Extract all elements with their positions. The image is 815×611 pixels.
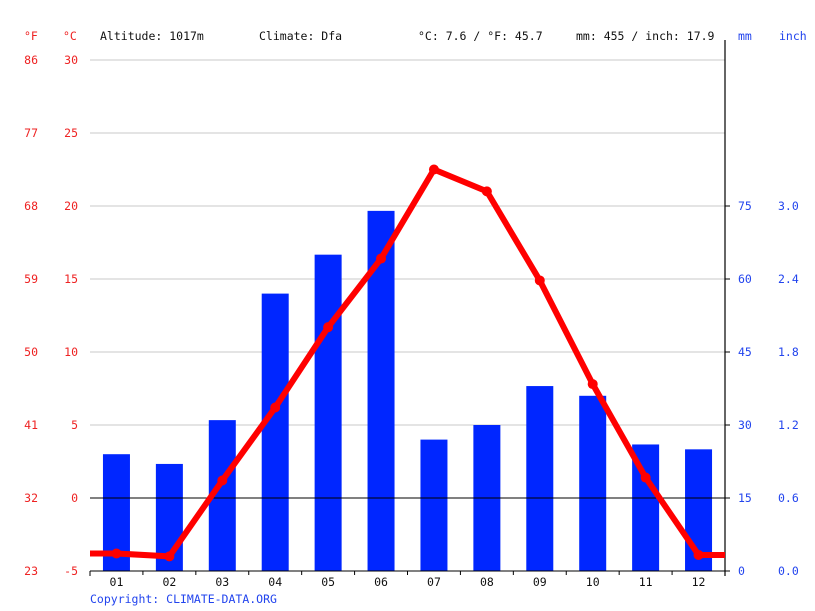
- inch-tick-label: 2.4: [778, 272, 799, 286]
- total-precipitation-label: mm: 455 / inch: 17.9: [576, 29, 715, 43]
- fahrenheit-tick-label: 23: [24, 564, 38, 578]
- celsius-tick-label: 10: [64, 345, 78, 359]
- precipitation-bar: [526, 386, 554, 571]
- inch-tick-label: 1.2: [778, 418, 799, 432]
- fahrenheit-unit-label: °F: [24, 29, 38, 43]
- mm-tick-label: 0: [738, 564, 745, 578]
- temperature-point: [693, 549, 704, 560]
- temperature-point: [640, 472, 651, 483]
- month-label: 05: [321, 575, 336, 589]
- month-label: 04: [268, 575, 283, 589]
- inch-unit-label: inch: [779, 29, 807, 43]
- month-label: 08: [479, 575, 494, 589]
- precipitation-bar: [261, 293, 289, 571]
- celsius-tick-label: 20: [64, 199, 78, 213]
- temperature-point: [111, 548, 122, 559]
- month-label: 12: [691, 575, 706, 589]
- celsius-unit-label: °C: [63, 29, 77, 43]
- celsius-tick-label: 30: [64, 53, 78, 67]
- month-label: 11: [638, 575, 653, 589]
- mm-tick-label: 15: [738, 491, 752, 505]
- copyright-link[interactable]: Copyright: CLIMATE-DATA.ORG: [90, 592, 277, 606]
- month-label: 01: [109, 575, 124, 589]
- mm-unit-label: mm: [738, 29, 752, 43]
- fahrenheit-tick-label: 50: [24, 345, 38, 359]
- temperature-point: [323, 322, 334, 333]
- month-label: 09: [532, 575, 547, 589]
- altitude-label: Altitude: 1017m: [100, 29, 204, 43]
- temperature-point: [270, 402, 281, 413]
- fahrenheit-tick-label: 41: [24, 418, 38, 432]
- average-temperature-label: °C: 7.6 / °F: 45.7: [418, 29, 543, 43]
- month-label: 07: [427, 575, 441, 589]
- month-label: 02: [162, 575, 177, 589]
- month-label: 03: [215, 575, 230, 589]
- temperature-point: [164, 551, 175, 562]
- celsius-tick-label: 15: [64, 272, 78, 286]
- fahrenheit-tick-label: 86: [24, 53, 38, 67]
- celsius-tick-label: 25: [64, 126, 78, 140]
- fahrenheit-tick-label: 77: [24, 126, 38, 140]
- temperature-line: [90, 166, 725, 560]
- precipitation-bar: [420, 439, 448, 571]
- celsius-tick-label: 0: [71, 491, 78, 505]
- mm-tick-label: 75: [738, 199, 752, 213]
- celsius-tick-label: -5: [64, 564, 78, 578]
- fahrenheit-tick-label: 59: [24, 272, 38, 286]
- temperature-point: [481, 186, 492, 197]
- precipitation-bar: [314, 254, 342, 571]
- temperature-point: [217, 475, 228, 486]
- climate-label: Climate: Dfa: [259, 29, 343, 43]
- month-label: 06: [374, 575, 388, 589]
- mm-tick-label: 30: [738, 418, 752, 432]
- fahrenheit-tick-label: 32: [24, 491, 38, 505]
- temperature-point: [428, 164, 439, 175]
- celsius-tick-label: 5: [71, 418, 78, 432]
- inch-tick-label: 0.0: [778, 564, 799, 578]
- temperature-point: [587, 379, 598, 390]
- inch-tick-label: 0.6: [778, 491, 799, 505]
- temperature-point: [534, 275, 545, 286]
- month-label: 10: [585, 575, 600, 589]
- inch-tick-label: 3.0: [778, 199, 799, 213]
- inch-tick-label: 1.8: [778, 345, 799, 359]
- mm-tick-label: 45: [738, 345, 752, 359]
- precipitation-bar: [579, 395, 607, 571]
- fahrenheit-tick-label: 68: [24, 199, 38, 213]
- mm-tick-label: 60: [738, 272, 752, 286]
- precipitation-bar: [367, 210, 395, 571]
- temperature-point: [376, 253, 387, 264]
